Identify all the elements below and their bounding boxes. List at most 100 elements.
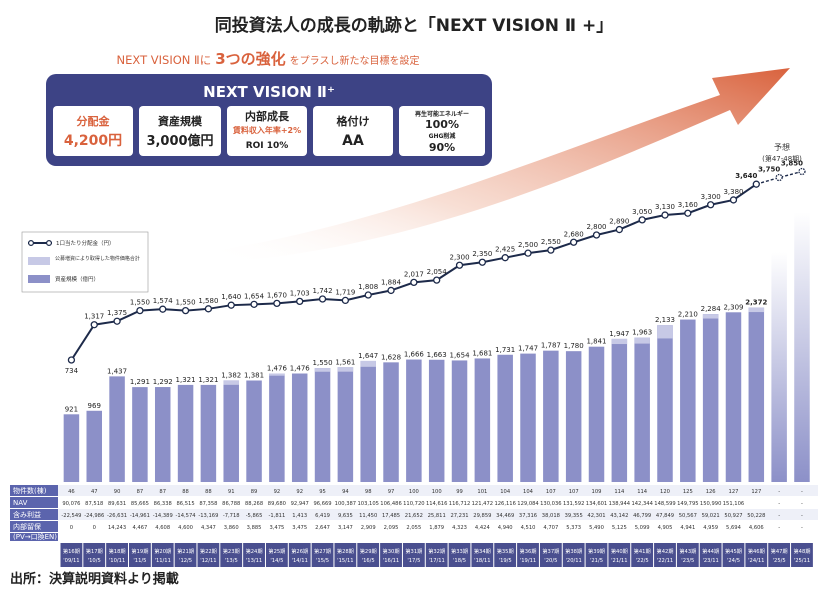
table-cell: 129,084 [517, 501, 539, 507]
table-cell: 98 [365, 489, 372, 495]
period-cell [585, 543, 608, 567]
period-cell [471, 543, 494, 567]
table-cell: 150,990 [700, 501, 721, 507]
period-label: 第24期 [246, 547, 263, 555]
bar-value-label: 1,654 [450, 351, 471, 359]
distribution-label: 2,300 [450, 253, 470, 261]
table-cell: 3,147 [338, 525, 353, 531]
distribution-label: 3,300 [701, 193, 721, 201]
distribution-point [684, 209, 692, 217]
period-label: 第30期 [383, 547, 400, 555]
period-date: '24/5 [727, 558, 740, 564]
distribution-point [113, 317, 121, 325]
table-cell: 38,018 [542, 513, 560, 519]
table-cell: - [778, 513, 780, 519]
asset-bar [246, 380, 262, 482]
table-cell: 29,859 [473, 513, 491, 519]
table-cell: 3,475 [292, 525, 307, 531]
period-label: 第36期 [520, 547, 537, 555]
period-date: '16/5 [362, 558, 375, 564]
period-label: 第41期 [634, 547, 651, 555]
period-date: '23/5 [681, 558, 694, 564]
period-label: 第31期 [405, 547, 422, 555]
period-date: '24/11 [748, 558, 764, 564]
table-cell: 106,486 [380, 501, 401, 507]
table-cell: 4,606 [749, 525, 764, 531]
period-cell [243, 543, 265, 567]
table-cell: 127 [751, 489, 761, 495]
table-cell: 92 [274, 489, 281, 495]
distribution-label: 1,654 [244, 292, 265, 300]
period-cell [357, 543, 380, 567]
bar-value-label: 1,291 [130, 378, 150, 386]
period-date: '13/5 [225, 558, 238, 564]
period-cell [654, 543, 676, 567]
table-cell: 149,795 [677, 501, 698, 507]
bar-value-label: 1,947 [609, 330, 629, 338]
period-label: 第29期 [360, 547, 377, 555]
period-cell [539, 543, 562, 567]
table-cell: 121,472 [472, 501, 493, 507]
forecast-label: 予想 [774, 142, 790, 152]
bar-value-label: 1,381 [244, 371, 264, 379]
asset-bar [269, 373, 285, 482]
table-cell: 151,106 [723, 501, 744, 507]
offering-bar [269, 373, 285, 376]
period-date: '20/11 [565, 558, 581, 564]
table-cell: 4,600 [178, 525, 193, 531]
asset-bar [474, 358, 491, 482]
box-growth-label: 内部成長 [245, 109, 290, 123]
table-cell: 109 [592, 489, 602, 495]
period-label: 第45期 [725, 547, 742, 555]
table-cell: 90 [114, 489, 121, 495]
table-cell: - [801, 501, 803, 507]
bar-value-label: 1,841 [586, 338, 606, 346]
distribution-label: 1,580 [198, 297, 218, 305]
offering-bar [337, 367, 354, 372]
distribution-label: 1,703 [290, 289, 310, 297]
table-cell: 2,909 [361, 525, 376, 531]
distribution-label: 3,640 [735, 172, 757, 180]
distribution-point [204, 305, 213, 313]
asset-bar [565, 351, 582, 482]
asset-bar [154, 387, 171, 482]
period-cell [494, 543, 517, 567]
distribution-point [478, 258, 487, 266]
table-cell: 100 [409, 489, 419, 495]
box-growth-sub2: ROI 10% [246, 141, 289, 151]
table-cell: 50,567 [679, 513, 697, 519]
distribution-label: 3,380 [723, 188, 743, 196]
bar-value-label: 1,292 [153, 378, 173, 386]
asset-bar [337, 367, 354, 482]
table-cell: 114,616 [426, 501, 447, 507]
bar-value-label: 1,382 [221, 371, 241, 379]
period-date: '14/11 [292, 558, 308, 564]
distribution-label: 1,808 [358, 283, 378, 291]
distribution-label: 734 [65, 367, 79, 375]
distribution-label: 1,317 [84, 313, 104, 321]
table-cell: 17,485 [382, 513, 400, 519]
table-cell: 114 [637, 489, 648, 495]
asset-bar [383, 362, 399, 482]
table-cell: 86,515 [176, 501, 194, 507]
table-cell: 27,231 [450, 513, 468, 519]
asset-bar [177, 384, 194, 482]
period-cell [128, 543, 151, 567]
period-date: '18/5 [453, 558, 466, 564]
bar-value-label: 1,681 [472, 349, 492, 357]
table-cell: 104 [500, 489, 511, 495]
asset-bar [63, 414, 80, 482]
table-cell: 1,879 [429, 525, 444, 531]
distribution-label: 3,130 [655, 203, 675, 211]
distribution-label: 2,500 [518, 241, 538, 249]
offering-bar [360, 360, 376, 367]
offering-bar [611, 338, 628, 345]
bar-value-label: 1,666 [404, 351, 425, 359]
period-label: 第18期 [109, 547, 126, 555]
bar-value-label: 2,210 [678, 311, 698, 319]
distribution-point [798, 167, 806, 176]
period-cell [722, 543, 745, 567]
distribution-point [570, 238, 578, 246]
legend-light-swatch [28, 257, 50, 265]
table-cell: 116,712 [449, 501, 470, 507]
